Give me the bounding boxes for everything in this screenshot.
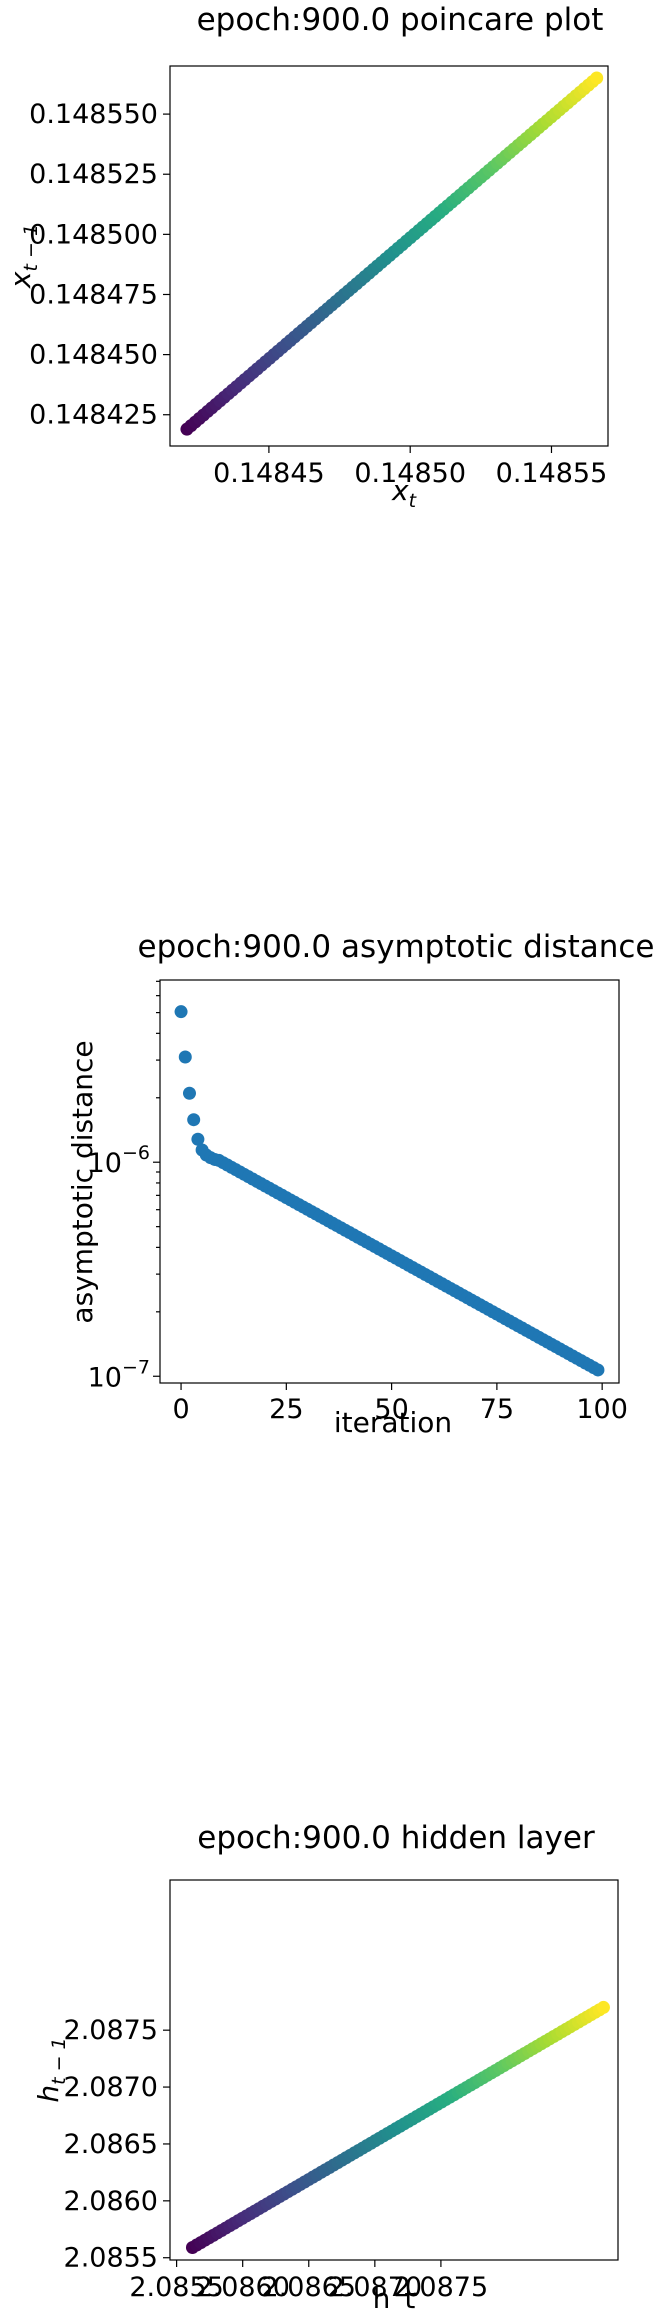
y-tick-label: 0.148550 [29, 99, 158, 130]
y-axis-label: asymptotic distance [66, 1040, 99, 1323]
y-tick-label: 0.148450 [29, 340, 158, 371]
chart-asymptotic-svg: epoch:900.0 asymptotic distance 0 25 50 75 1… [66, 929, 655, 1439]
x-tick-label: 25 [269, 1394, 303, 1425]
x-tick-label: 2.0875 [394, 2272, 488, 2303]
x-tick-label: 2.0865 [262, 2272, 356, 2303]
y-tick-label: 2.0875 [64, 2015, 158, 2046]
y-tick-label: 10−7 [88, 1356, 150, 1393]
scatter-point [591, 1363, 605, 1377]
x-tick-label: 0.14845 [213, 458, 325, 489]
chart-hidden-svg: epoch:900.0 hidden layer 2.08552.08602.0… [32, 1820, 619, 2310]
plot-frame [159, 979, 620, 1384]
x-tick-label: 100 [576, 1394, 628, 1425]
y-tick-label: 0.148525 [29, 159, 158, 190]
scatter-point [191, 1132, 205, 1146]
y-tick-label: 2.0865 [64, 2129, 158, 2160]
scatter-point [590, 71, 604, 85]
chart-asymptotic-distance: epoch:900.0 asymptotic distance 0 25 50 75 1… [0, 920, 659, 1440]
chart-hidden-layer: epoch:900.0 hidden layer 2.0855 2.0860 2.0… [0, 1800, 659, 2310]
y-tick-label: 2.0870 [64, 2072, 158, 2103]
x-tick-label: 2.0860 [195, 2272, 289, 2303]
x-tick-label: 75 [480, 1394, 514, 1425]
x-tick-label: 0.14850 [354, 458, 466, 489]
x-tick-label: 2.0855 [129, 2272, 223, 2303]
plot-frame [169, 1879, 619, 2261]
x-axis-label: iteration [334, 1406, 452, 1439]
y-tick-label: 2.0855 [64, 2243, 158, 2274]
scatter-point [178, 1050, 192, 1064]
chart-title: epoch:900.0 asymptotic distance [138, 929, 655, 965]
x-axis-label: h_t [373, 2282, 416, 2310]
plot-frame [169, 65, 609, 447]
x-tick-label: 2.0870 [328, 2272, 422, 2303]
y-tick-label: 0.148475 [29, 279, 158, 310]
x-tick-label: 50 [374, 1394, 408, 1425]
y-axis-label: ht − 1 [32, 2037, 70, 2102]
chart-title: epoch:900.0 poincare plot [197, 2, 604, 38]
y-tick-label: 0.148500 [29, 219, 158, 250]
y-axis-label: xt − 1 [4, 224, 42, 289]
x-tick-label: 0.14855 [496, 458, 608, 489]
y-tick-label: 2.0860 [64, 2186, 158, 2217]
y-tick-label: 0.148425 [29, 400, 158, 431]
scatter-point [596, 2000, 610, 2014]
x-tick-label: 0 [172, 1394, 189, 1425]
scatter-point [182, 1086, 196, 1100]
chart-poincare-svg: epoch:900.0 poincare plot 0.14845 0.14850… [4, 2, 609, 512]
scatter-point [187, 1113, 201, 1127]
chart-title: epoch:900.0 hidden layer [197, 1820, 595, 1856]
y-tick-label: 10−6 [88, 1142, 150, 1179]
chart-poincare: epoch:900.0 poincare plot 0.14845 0.14850… [0, 0, 659, 520]
scatter-point [174, 1005, 188, 1019]
